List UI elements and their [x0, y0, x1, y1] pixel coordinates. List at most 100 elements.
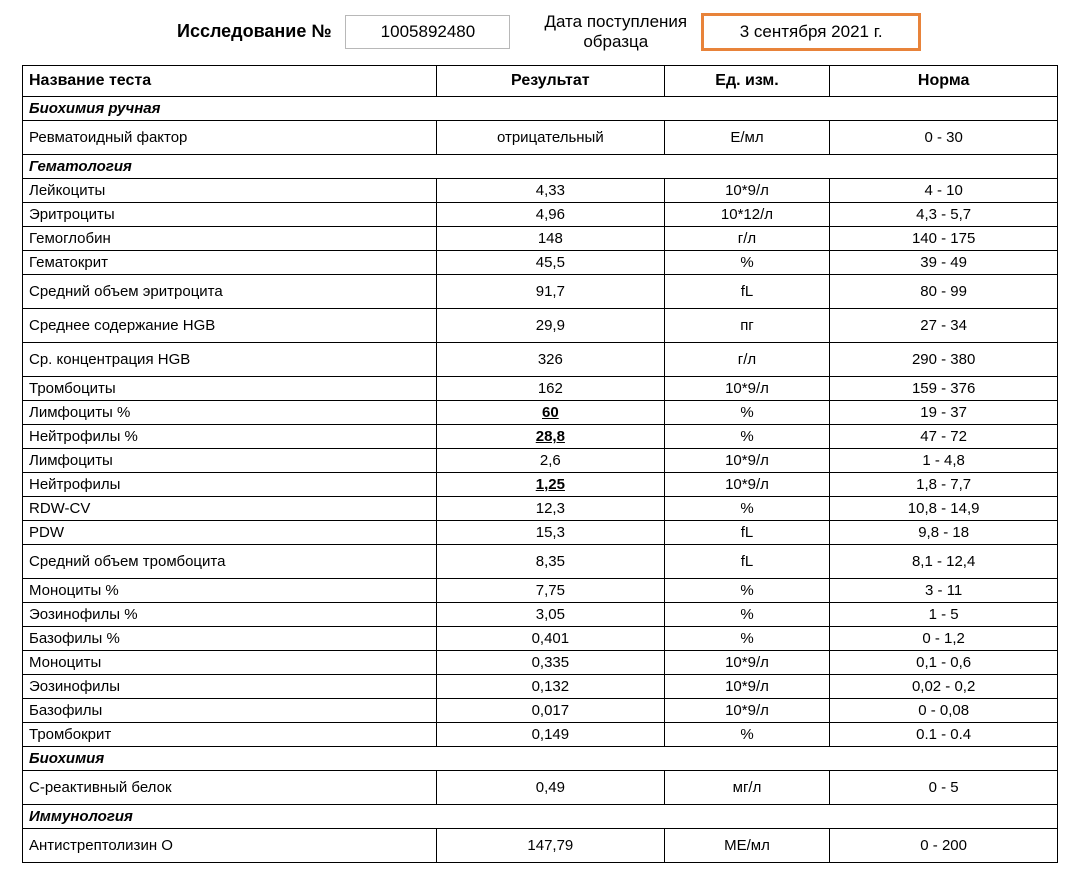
cell-norm: 1 - 4,8	[830, 449, 1058, 473]
table-row: Средний объем тромбоцита8,35fL8,1 - 12,4	[23, 545, 1058, 579]
sample-date-value: 3 сентября 2021 г.	[701, 13, 921, 51]
cell-norm: 0 - 1,2	[830, 627, 1058, 651]
cell-unit: г/л	[664, 227, 830, 251]
table-row: Гематокрит45,5%39 - 49	[23, 251, 1058, 275]
cell-test-name: Эозинофилы	[23, 675, 437, 699]
cell-norm: 47 - 72	[830, 425, 1058, 449]
section-header: Гематология	[23, 155, 1058, 179]
cell-test-name: Тромбокрит	[23, 723, 437, 747]
cell-test-name: Тромбоциты	[23, 377, 437, 401]
table-row: Ревматоидный факторотрицательныйЕ/мл0 - …	[23, 121, 1058, 155]
cell-unit: 10*9/л	[664, 675, 830, 699]
cell-test-name: Гемоглобин	[23, 227, 437, 251]
cell-norm: 0,1 - 0,6	[830, 651, 1058, 675]
table-row: Нейтрофилы1,2510*9/л1,8 - 7,7	[23, 473, 1058, 497]
cell-test-name: Нейтрофилы	[23, 473, 437, 497]
cell-unit: %	[664, 603, 830, 627]
cell-norm: 9,8 - 18	[830, 521, 1058, 545]
cell-result: 45,5	[437, 251, 665, 275]
cell-unit: г/л	[664, 343, 830, 377]
cell-result: 7,75	[437, 579, 665, 603]
table-row: Тромбокрит0,149%0.1 - 0.4	[23, 723, 1058, 747]
table-row: Среднее содержание HGB29,9пг27 - 34	[23, 309, 1058, 343]
section-title: Биохимия	[23, 747, 1058, 771]
table-row: Гемоглобин148г/л140 - 175	[23, 227, 1058, 251]
cell-norm: 39 - 49	[830, 251, 1058, 275]
cell-test-name: Лейкоциты	[23, 179, 437, 203]
table-row: RDW-CV12,3%10,8 - 14,9	[23, 497, 1058, 521]
cell-norm: 159 - 376	[830, 377, 1058, 401]
cell-unit: 10*9/л	[664, 699, 830, 723]
section-header: Иммунология	[23, 805, 1058, 829]
cell-test-name: Средний объем эритроцита	[23, 275, 437, 309]
table-row: Эозинофилы0,13210*9/л0,02 - 0,2	[23, 675, 1058, 699]
table-row: Антистрептолизин О147,79МЕ/мл0 - 200	[23, 829, 1058, 863]
cell-result: 91,7	[437, 275, 665, 309]
cell-result: 4,96	[437, 203, 665, 227]
cell-norm: 10,8 - 14,9	[830, 497, 1058, 521]
table-row: Тромбоциты16210*9/л159 - 376	[23, 377, 1058, 401]
cell-norm: 8,1 - 12,4	[830, 545, 1058, 579]
table-row: Эозинофилы %3,05%1 - 5	[23, 603, 1058, 627]
section-title: Иммунология	[23, 805, 1058, 829]
table-row: Базофилы %0,401%0 - 1,2	[23, 627, 1058, 651]
table-row: Моноциты0,33510*9/л0,1 - 0,6	[23, 651, 1058, 675]
cell-result: 29,9	[437, 309, 665, 343]
cell-norm: 19 - 37	[830, 401, 1058, 425]
cell-unit: %	[664, 579, 830, 603]
table-row: Базофилы0,01710*9/л0 - 0,08	[23, 699, 1058, 723]
cell-test-name: Лимфоциты %	[23, 401, 437, 425]
col-header-unit: Ед. изм.	[664, 66, 830, 97]
cell-unit: МЕ/мл	[664, 829, 830, 863]
cell-result: 326	[437, 343, 665, 377]
cell-test-name: Эритроциты	[23, 203, 437, 227]
cell-norm: 0 - 5	[830, 771, 1058, 805]
cell-result: 15,3	[437, 521, 665, 545]
cell-test-name: RDW-CV	[23, 497, 437, 521]
cell-test-name: С-реактивный белок	[23, 771, 437, 805]
cell-norm: 140 - 175	[830, 227, 1058, 251]
cell-result: 12,3	[437, 497, 665, 521]
cell-test-name: Базофилы	[23, 699, 437, 723]
cell-unit: 10*12/л	[664, 203, 830, 227]
cell-result: 0,017	[437, 699, 665, 723]
table-row: С-реактивный белок0,49мг/л0 - 5	[23, 771, 1058, 805]
cell-norm: 0,02 - 0,2	[830, 675, 1058, 699]
section-title: Биохимия ручная	[23, 97, 1058, 121]
cell-unit: 10*9/л	[664, 473, 830, 497]
cell-result: отрицательный	[437, 121, 665, 155]
cell-norm: 3 - 11	[830, 579, 1058, 603]
col-header-norm: Норма	[830, 66, 1058, 97]
cell-result: 1,25	[437, 473, 665, 497]
cell-unit: fL	[664, 521, 830, 545]
cell-result: 148	[437, 227, 665, 251]
cell-norm: 80 - 99	[830, 275, 1058, 309]
cell-result: 28,8	[437, 425, 665, 449]
cell-test-name: Ср. концентрация HGB	[23, 343, 437, 377]
cell-unit: %	[664, 627, 830, 651]
cell-test-name: Средний объем тромбоцита	[23, 545, 437, 579]
cell-unit: 10*9/л	[664, 449, 830, 473]
cell-test-name: Гематокрит	[23, 251, 437, 275]
cell-unit: %	[664, 425, 830, 449]
cell-result: 162	[437, 377, 665, 401]
table-row: Нейтрофилы %28,8%47 - 72	[23, 425, 1058, 449]
table-header-row: Название теста Результат Ед. изм. Норма	[23, 66, 1058, 97]
cell-test-name: Моноциты	[23, 651, 437, 675]
cell-unit: %	[664, 723, 830, 747]
cell-norm: 0 - 0,08	[830, 699, 1058, 723]
cell-norm: 4,3 - 5,7	[830, 203, 1058, 227]
cell-result: 4,33	[437, 179, 665, 203]
table-row: Лимфоциты2,610*9/л1 - 4,8	[23, 449, 1058, 473]
cell-norm: 27 - 34	[830, 309, 1058, 343]
table-row: PDW15,3fL9,8 - 18	[23, 521, 1058, 545]
report-header: Исследование № 1005892480 Дата поступлен…	[22, 12, 1058, 51]
table-row: Лейкоциты4,3310*9/л4 - 10	[23, 179, 1058, 203]
cell-result: 3,05	[437, 603, 665, 627]
cell-unit: %	[664, 251, 830, 275]
cell-unit: fL	[664, 545, 830, 579]
table-row: Лимфоциты %60%19 - 37	[23, 401, 1058, 425]
cell-test-name: Моноциты %	[23, 579, 437, 603]
cell-unit: 10*9/л	[664, 651, 830, 675]
table-row: Ср. концентрация HGB326г/л290 - 380	[23, 343, 1058, 377]
